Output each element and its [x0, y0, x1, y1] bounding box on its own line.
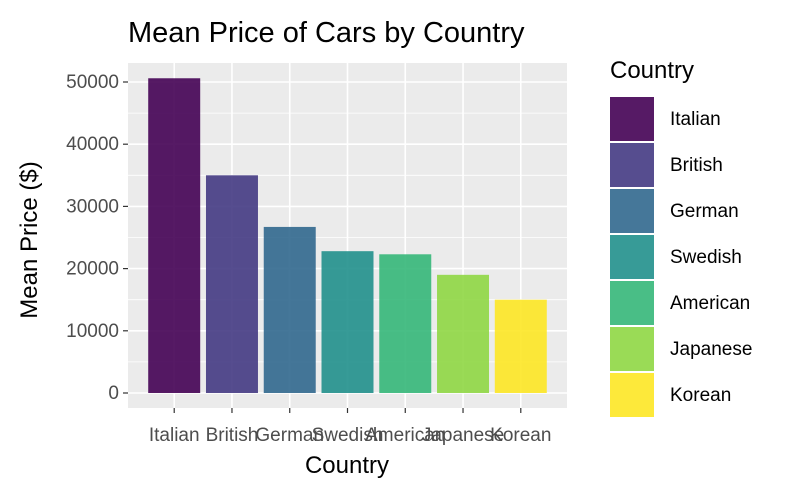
legend-label: American [670, 293, 750, 314]
bar-italian [148, 78, 201, 393]
legend-label: Korean [670, 385, 731, 406]
y-axis-title: Mean Price ($) [16, 161, 43, 318]
bar-american [379, 254, 432, 393]
legend-label: Japanese [670, 339, 752, 360]
x-tick-label: German [255, 425, 324, 446]
x-tick-label: British [206, 425, 259, 446]
legend-swatch [610, 97, 654, 141]
y-tick-label: 0 [108, 383, 119, 404]
bar-german [263, 226, 316, 393]
x-tick-label: Japanese [422, 425, 504, 446]
x-tick-label: American [365, 425, 445, 446]
legend-swatch [610, 235, 654, 279]
x-axis: Italian BritishGermanSwedishAmericanJapan… [149, 408, 551, 446]
x-axis-title: Country [305, 452, 389, 479]
legend: Country Italian British German Swedish Ameri… [610, 57, 752, 417]
y-tick-label: 20000 [66, 259, 119, 280]
legend-label: Swedish [670, 247, 742, 268]
bar-korean [494, 299, 547, 393]
legend-swatch [610, 281, 654, 325]
chart-title: Mean Price of Cars by Country [128, 17, 525, 49]
y-tick-label: 50000 [66, 72, 119, 93]
legend-label: Italian [670, 109, 721, 130]
legend-swatch [610, 327, 654, 371]
bar-japanese [437, 274, 490, 393]
legend-swatch [610, 143, 654, 187]
bar-british [205, 175, 258, 393]
legend-label: British [670, 155, 723, 176]
y-axis: 0 10000 20000 30000 40000 50000 [66, 72, 128, 404]
x-tick-label: Italian [149, 425, 200, 446]
legend-label: German [670, 201, 739, 222]
bar-swedish [321, 251, 374, 393]
x-tick-label: Swedish [312, 425, 384, 446]
legend-swatch [610, 373, 654, 417]
x-tick-label: Korean [490, 425, 551, 446]
y-tick-label: 30000 [66, 196, 119, 217]
legend-title: Country [610, 57, 694, 84]
bars [148, 78, 547, 393]
legend-swatch [610, 189, 654, 233]
y-tick-label: 40000 [66, 134, 119, 155]
y-tick-label: 10000 [66, 321, 119, 342]
